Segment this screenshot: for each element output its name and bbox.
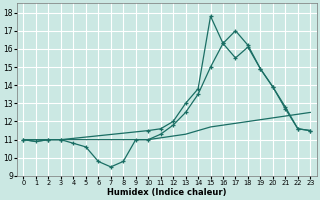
X-axis label: Humidex (Indice chaleur): Humidex (Indice chaleur) <box>107 188 227 197</box>
